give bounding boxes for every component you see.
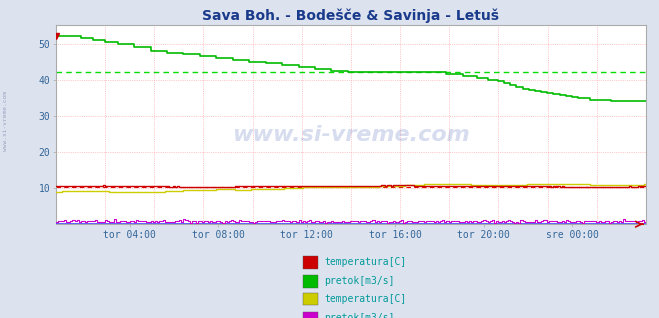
Text: www.si-vreme.com: www.si-vreme.com (232, 125, 470, 145)
Text: temperatura[C]: temperatura[C] (324, 294, 407, 304)
Title: Sava Boh. - Bodešče & Savinja - Letuš: Sava Boh. - Bodešče & Savinja - Letuš (202, 8, 500, 23)
Text: pretok[m3/s]: pretok[m3/s] (324, 276, 395, 287)
Text: pretok[m3/s]: pretok[m3/s] (324, 313, 395, 318)
Text: www.si-vreme.com: www.si-vreme.com (3, 91, 9, 151)
Text: temperatura[C]: temperatura[C] (324, 257, 407, 267)
